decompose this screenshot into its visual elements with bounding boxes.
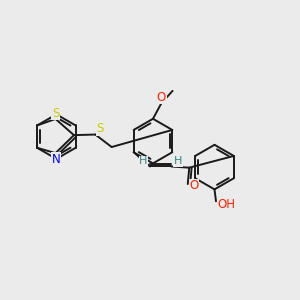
Text: H: H	[174, 156, 182, 166]
Text: OH: OH	[218, 198, 236, 211]
Text: H: H	[139, 156, 148, 166]
Text: N: N	[51, 153, 60, 166]
Text: O: O	[189, 179, 199, 192]
Text: S: S	[52, 107, 59, 120]
Text: S: S	[97, 122, 104, 135]
Text: O: O	[157, 91, 166, 104]
